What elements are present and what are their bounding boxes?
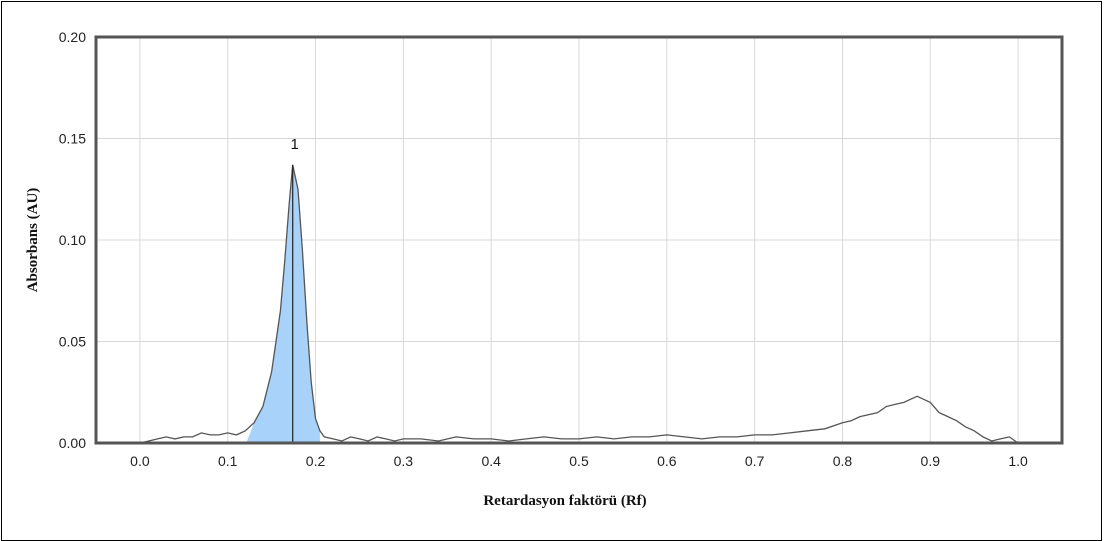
y-tick-label: 0.10: [59, 232, 86, 248]
x-tick-label: 0.4: [481, 453, 501, 469]
absorbance-line: [139, 164, 1019, 444]
peak-label: 1: [291, 136, 299, 153]
grid-lines: [96, 36, 1062, 444]
y-tick-label: 0.20: [59, 29, 86, 45]
x-axis-title: Retardasyon faktörü (Rf): [483, 493, 646, 509]
x-tick-labels: 0.0 0.1 0.2 0.3 0.4 0.5 0.6 0.7 0.8 0.9 1.0: [130, 453, 1028, 469]
y-tick-labels: 0.00 0.05 0.10 0.15 0.20: [59, 29, 86, 451]
y-axis-title: Absorbans (AU): [25, 188, 41, 293]
plot-frame: [94, 35, 1064, 445]
x-tick-label: 0.9: [921, 453, 941, 469]
x-tick-label: 1.0: [1008, 453, 1028, 469]
y-tick-label: 0.05: [59, 334, 86, 350]
y-tick-label: 0.00: [59, 435, 86, 451]
x-tick-label: 0.3: [394, 453, 414, 469]
x-tick-label: 0.8: [833, 453, 853, 469]
x-tick-label: 0.1: [218, 453, 238, 469]
x-tick-label: 0.2: [306, 453, 326, 469]
peak-area-1: [246, 164, 320, 443]
peak-markers: 1: [291, 136, 299, 443]
x-tick-label: 0.6: [657, 453, 677, 469]
x-tick-label: 0.7: [745, 453, 765, 469]
x-tick-label: 0.5: [569, 453, 589, 469]
y-tick-label: 0.15: [59, 131, 86, 147]
x-tick-label: 0.0: [130, 453, 150, 469]
series-line: [139, 164, 1019, 444]
peak-fill-area: [246, 164, 320, 443]
